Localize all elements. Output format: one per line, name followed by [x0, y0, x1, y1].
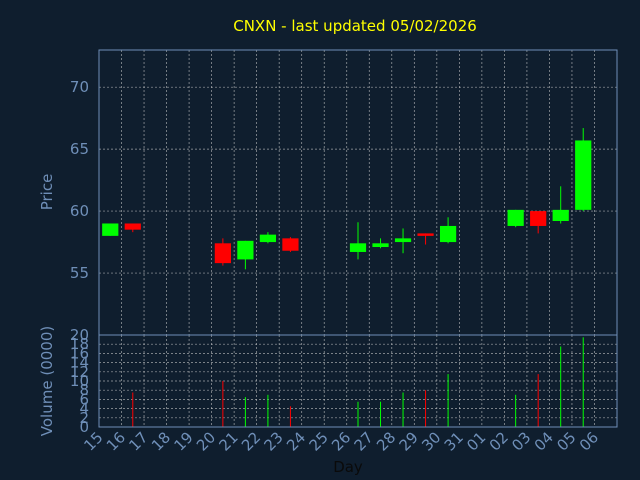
candle-body [552, 209, 569, 221]
volume-tick-label: 2 [79, 409, 89, 427]
candle-body [124, 223, 141, 230]
price-grid [98, 50, 617, 335]
price-tick-label: 65 [70, 140, 89, 158]
candle-body [259, 234, 277, 243]
volume-tick-label: 18 [70, 335, 89, 353]
price-candles [102, 128, 592, 270]
candle-body [282, 238, 299, 251]
candle-body [214, 243, 231, 264]
candle-body [102, 223, 119, 236]
x-tick-label: 06 [576, 428, 602, 454]
candle-body [507, 209, 524, 226]
volume-tick-label: 0 [79, 418, 89, 436]
price-tick-label: 55 [70, 264, 89, 282]
candle-body [394, 238, 412, 243]
volume-tick-label: 6 [79, 390, 89, 408]
candle-body [417, 233, 434, 236]
price-axis-label: Price [38, 174, 56, 211]
volume-tick-label: 20 [70, 326, 89, 344]
candle-body [575, 140, 592, 210]
volume-tick-label: 16 [70, 344, 89, 362]
volume-panel-frame [98, 334, 618, 428]
volume-grid [98, 334, 617, 428]
price-panel-frame [98, 49, 618, 336]
volume-tick-label: 8 [79, 381, 89, 399]
volume-tick-label: 14 [70, 354, 89, 372]
frames [98, 49, 618, 428]
volume-tick-label: 4 [79, 400, 89, 418]
candle-body [237, 240, 254, 260]
candle-body [530, 211, 547, 226]
volume-bars [132, 337, 584, 427]
chart-title: CNXN - last updated 05/02/2026 [233, 17, 477, 35]
price-y-ticks: 55 60 65 70 [70, 78, 89, 282]
volume-tick-label: 12 [70, 363, 89, 381]
volume-axis-label: Volume (0000) [38, 326, 56, 436]
candle-body [439, 225, 457, 243]
volume-tick-label: 10 [70, 372, 89, 390]
x-ticks: 1516171819202122232425262728293031010203… [80, 428, 602, 454]
x-axis-label: Day [333, 458, 363, 476]
price-tick-label: 60 [70, 202, 89, 220]
price-tick-label: 70 [70, 78, 89, 96]
candle-body [372, 243, 389, 248]
candle-body [349, 243, 367, 252]
